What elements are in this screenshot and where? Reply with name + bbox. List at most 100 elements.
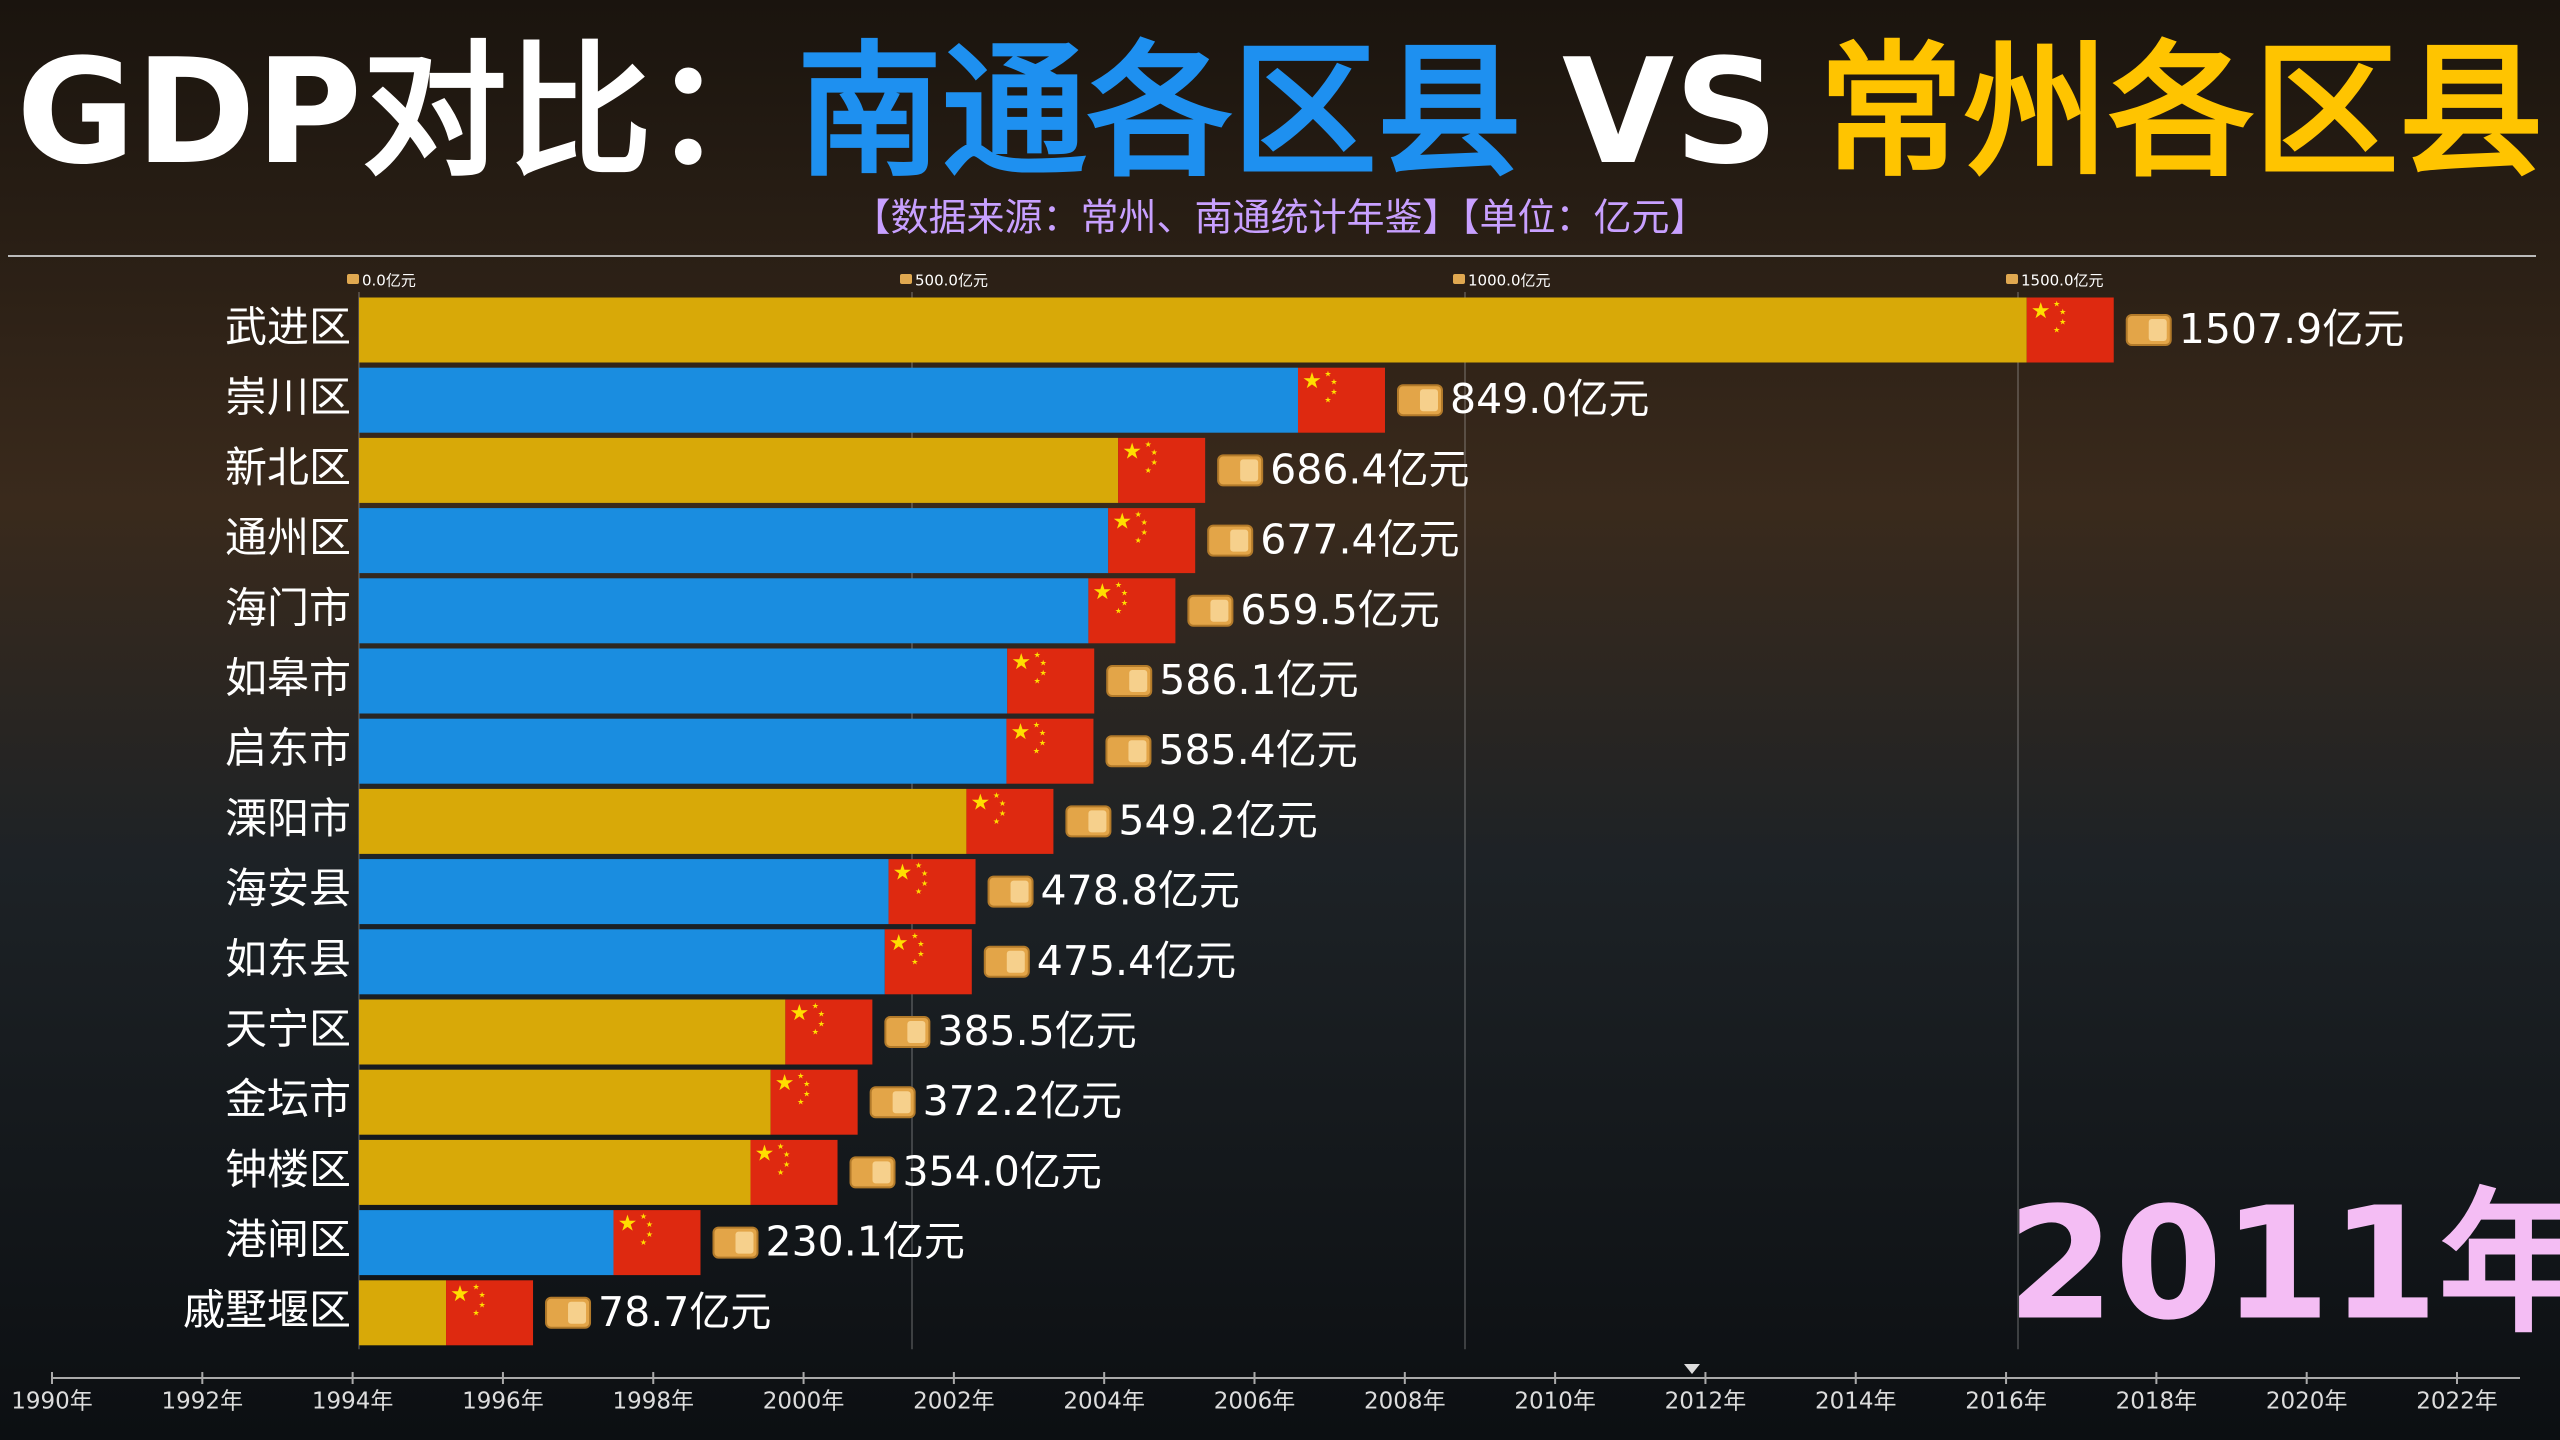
- flag-star-small: ★: [783, 1160, 790, 1169]
- coin-icon-inner: [1010, 880, 1029, 903]
- value-label: 585.4亿元: [1158, 726, 1357, 774]
- y-tick-label: 启东市: [225, 724, 351, 773]
- flag-star-small: ★: [1040, 669, 1047, 678]
- value-label: 549.2亿元: [1118, 796, 1317, 844]
- bar: [359, 859, 889, 925]
- flag-star-small: ★: [478, 1300, 485, 1309]
- flag-star: ★: [775, 1071, 795, 1096]
- flag-star-small: ★: [911, 957, 918, 966]
- flag-star: ★: [893, 861, 913, 886]
- y-tick-label: 戚墅堰区: [183, 1285, 351, 1334]
- flag-star: ★: [1011, 650, 1031, 675]
- tick-icon: [347, 274, 359, 284]
- timeline-label: 1994年: [312, 1389, 394, 1415]
- bar: [359, 297, 2027, 363]
- flag-star: ★: [889, 931, 909, 956]
- coin-icon-inner: [907, 1021, 926, 1043]
- value-label: 78.7亿元: [598, 1288, 771, 1336]
- flag: [884, 929, 972, 995]
- y-tick-label: 溧阳市: [225, 794, 351, 843]
- flag-star-small: ★: [915, 887, 922, 896]
- coin-icon-inner: [1210, 599, 1229, 622]
- y-tick-label: 武进区: [225, 303, 351, 352]
- flag-star-small: ★: [1330, 388, 1337, 397]
- bar: [359, 437, 1119, 503]
- flag: [2026, 297, 2114, 363]
- timeline-label: 2018年: [2116, 1389, 2198, 1415]
- flag-star-small: ★: [1151, 448, 1158, 457]
- timeline-label: 2010年: [1514, 1389, 1596, 1415]
- flag-star-small: ★: [1145, 466, 1152, 475]
- coin-icon-inner: [892, 1091, 911, 1114]
- x-tick-label: 0.0亿元: [362, 272, 416, 290]
- flag-star-small: ★: [1039, 739, 1046, 748]
- title-left: 南通各区县: [797, 28, 1522, 197]
- coin-icon-inner: [568, 1301, 587, 1324]
- flag-star-small: ★: [1115, 606, 1122, 615]
- flag: [1088, 578, 1176, 644]
- timeline-label: 1992年: [162, 1389, 244, 1415]
- flag-star: ★: [1093, 580, 1113, 605]
- flag-star-small: ★: [1039, 729, 1046, 738]
- coin-icon-inner: [1419, 389, 1438, 412]
- flag-star-small: ★: [818, 1010, 825, 1019]
- value-label: 478.8亿元: [1041, 867, 1240, 915]
- y-tick-label: 海安县: [225, 864, 351, 913]
- flag: [1007, 648, 1095, 714]
- value-label: 849.0亿元: [1450, 375, 1649, 423]
- flag-star-small: ★: [1135, 510, 1142, 519]
- title-right: 常州各区县: [1819, 28, 2544, 197]
- value-label: 385.5亿元: [937, 1007, 1136, 1055]
- flag-star-small: ★: [1033, 747, 1040, 756]
- title-prefix: GDP对比：: [16, 28, 797, 197]
- flag-star-small: ★: [818, 1020, 825, 1029]
- coin-icon-inner: [1230, 529, 1249, 552]
- y-tick-label: 海门市: [225, 583, 351, 632]
- flag: [888, 859, 976, 925]
- flag-star-small: ★: [2059, 318, 2066, 327]
- flag-star-small: ★: [797, 1072, 804, 1081]
- coin-icon-inner: [1128, 740, 1147, 763]
- y-tick-label: 通州区: [225, 513, 351, 562]
- coin-icon-inner: [1129, 670, 1148, 692]
- timeline-label: 2012年: [1665, 1389, 1747, 1415]
- flag-star-small: ★: [803, 1080, 810, 1089]
- y-tick-label: 金坛市: [225, 1075, 351, 1124]
- x-tick-label: 1000.0亿元: [1468, 272, 1551, 290]
- value-label: 475.4亿元: [1037, 937, 1236, 985]
- bar: [359, 648, 1008, 714]
- flag-star-small: ★: [993, 791, 1000, 800]
- flag: [446, 1280, 534, 1346]
- flag-star-small: ★: [812, 1028, 819, 1037]
- y-tick-label: 如皋市: [225, 654, 351, 703]
- bar: [359, 999, 786, 1065]
- coin-icon-inner: [872, 1161, 891, 1184]
- flag-star-small: ★: [646, 1230, 653, 1239]
- current-year: 2011年: [2007, 1173, 2560, 1354]
- flag-star-small: ★: [999, 809, 1006, 818]
- flag-star-small: ★: [915, 861, 922, 870]
- flag-star: ★: [1112, 510, 1132, 535]
- flag: [750, 1139, 838, 1205]
- title-vs: VS: [1562, 28, 1779, 197]
- y-tick-label: 崇川区: [225, 373, 351, 422]
- bar: [359, 578, 1089, 644]
- flag-star-small: ★: [1034, 677, 1041, 686]
- flag-star-small: ★: [640, 1212, 647, 1221]
- flag-star-small: ★: [921, 869, 928, 878]
- flag-star-small: ★: [777, 1168, 784, 1177]
- value-label: 230.1亿元: [765, 1218, 964, 1266]
- flag: [1108, 508, 1196, 574]
- flag: [613, 1210, 701, 1276]
- flag-star-small: ★: [2053, 300, 2060, 309]
- flag-star-small: ★: [2059, 308, 2066, 317]
- value-label: 686.4亿元: [1270, 445, 1469, 493]
- flag-star: ★: [971, 790, 991, 815]
- timeline-label: 2004年: [1063, 1389, 1145, 1415]
- flag-star: ★: [755, 1141, 775, 1166]
- tick-icon: [1453, 274, 1465, 284]
- flag-star: ★: [2031, 299, 2051, 324]
- flag-star-small: ★: [797, 1098, 804, 1107]
- timeline-label: 2014年: [1815, 1389, 1897, 1415]
